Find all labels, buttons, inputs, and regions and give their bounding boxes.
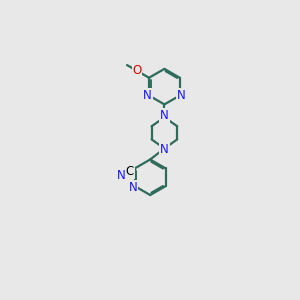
Text: C: C	[126, 165, 134, 178]
Text: N: N	[160, 143, 169, 156]
Text: N: N	[143, 89, 152, 102]
Text: N: N	[117, 169, 126, 182]
Text: N: N	[129, 181, 137, 194]
Text: O: O	[132, 64, 142, 77]
Text: N: N	[177, 89, 186, 102]
Text: N: N	[160, 109, 169, 122]
